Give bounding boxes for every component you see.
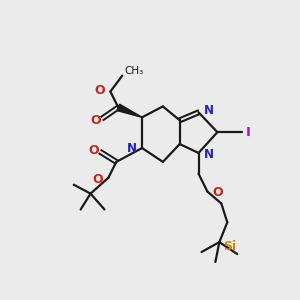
Text: I: I bbox=[246, 126, 251, 139]
Text: O: O bbox=[90, 114, 101, 127]
Text: Si: Si bbox=[223, 240, 236, 253]
Polygon shape bbox=[117, 104, 142, 117]
Text: O: O bbox=[95, 84, 105, 97]
Text: N: N bbox=[127, 142, 137, 154]
Text: O: O bbox=[93, 173, 104, 186]
Text: N: N bbox=[203, 148, 214, 161]
Text: N: N bbox=[203, 104, 214, 117]
Text: CH₃: CH₃ bbox=[124, 66, 143, 76]
Text: O: O bbox=[212, 186, 223, 199]
Text: O: O bbox=[88, 145, 99, 158]
